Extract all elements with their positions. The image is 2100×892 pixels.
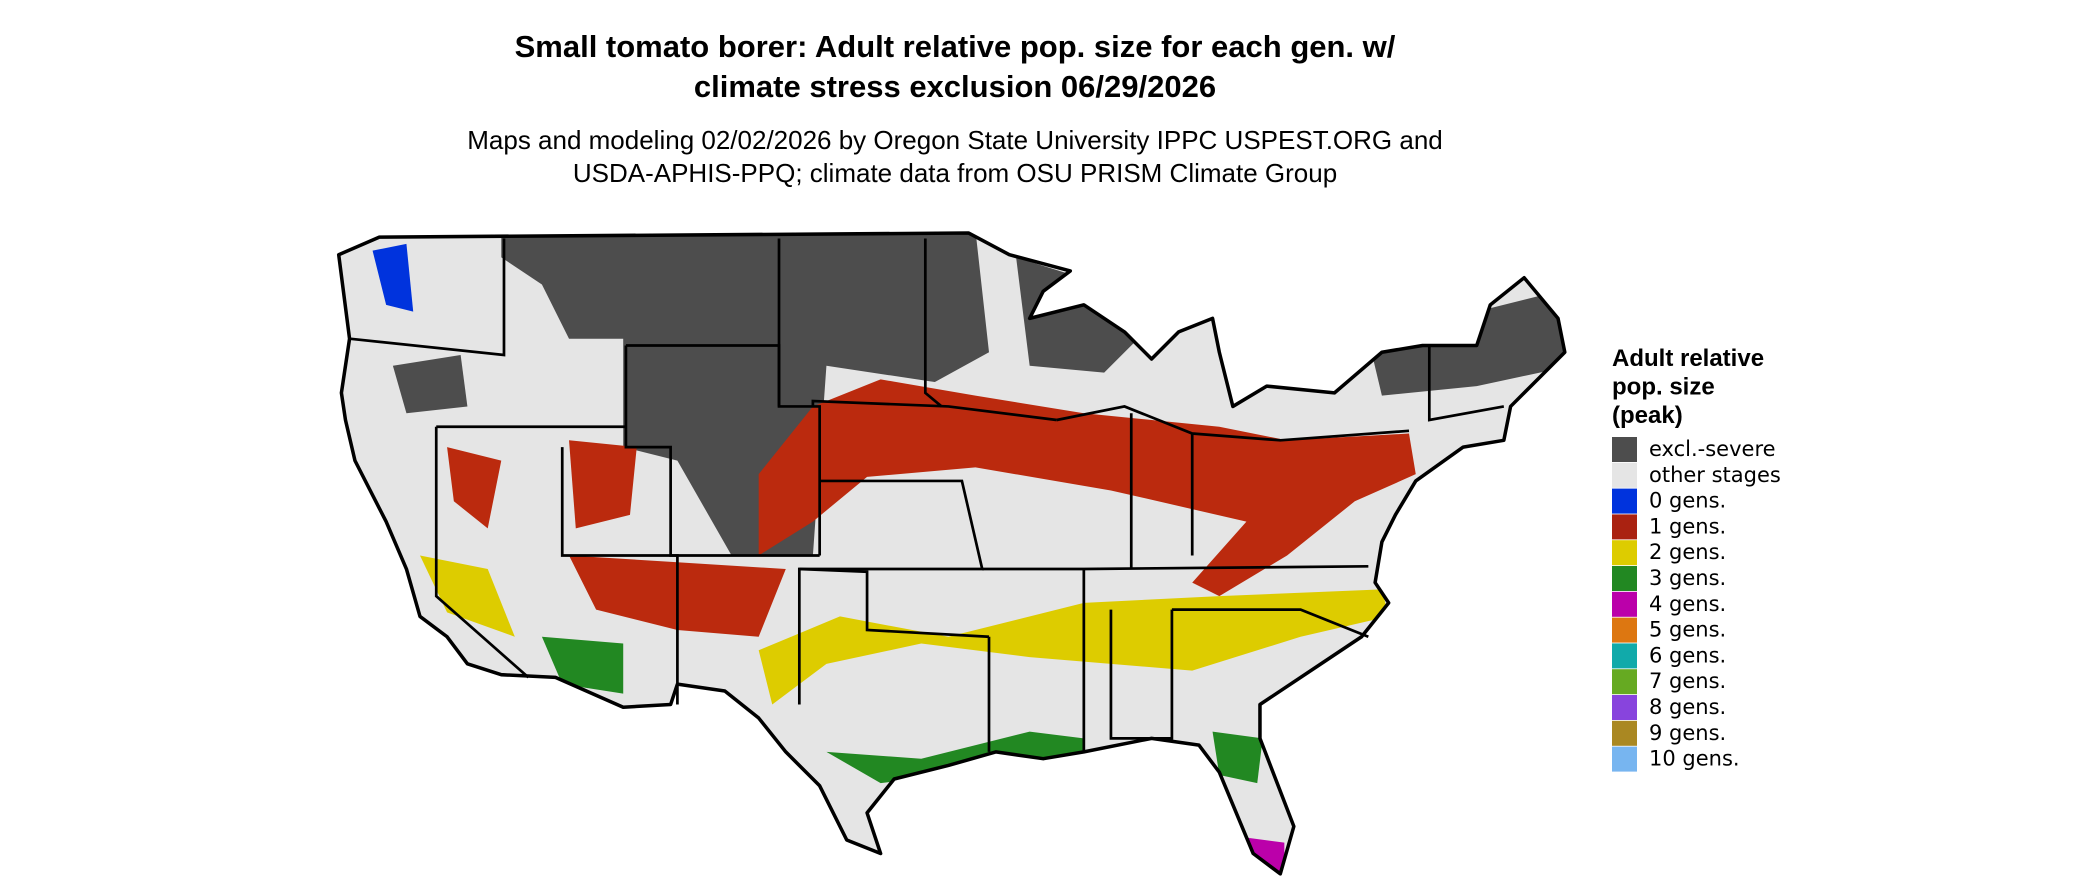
legend-label: other stages — [1649, 463, 1781, 487]
legend-swatch — [1612, 591, 1637, 617]
gen-1-area — [447, 447, 502, 529]
legend-label: excl.-severe — [1649, 437, 1776, 461]
gen-0-area — [372, 243, 414, 312]
legend-swatch — [1612, 617, 1637, 643]
state-border — [811, 399, 1057, 422]
legend-swatch — [1612, 695, 1637, 720]
gen-3-area — [1212, 731, 1263, 784]
country-outline — [336, 231, 1567, 876]
legend-swatch — [1612, 566, 1637, 591]
map — [336, 231, 1567, 876]
state-border — [1109, 609, 1174, 740]
state-border — [349, 238, 506, 357]
excluded-area — [1016, 257, 1139, 373]
legend-swatch — [1612, 488, 1637, 514]
legend-title: (peak) — [1612, 402, 1683, 429]
legend-swatch — [1612, 437, 1637, 462]
state-border — [624, 345, 820, 557]
title: Small tomato borer: Adult relative pop. … — [515, 29, 1396, 64]
state-border — [1427, 345, 1505, 422]
legend-label: 3 gens. — [1649, 566, 1726, 590]
gen-1-area — [758, 379, 1416, 597]
subtitle: Maps and modeling 02/02/2026 by Oregon S… — [467, 125, 1443, 155]
state-border — [560, 447, 679, 705]
legend-swatch — [1612, 462, 1637, 488]
legend-title: pop. size — [1612, 374, 1715, 401]
legend-swatch — [1612, 643, 1637, 669]
excluded-area — [501, 233, 990, 556]
gen-2-area — [758, 589, 1389, 705]
legend-swatch — [1612, 720, 1637, 746]
legend-swatch — [1612, 746, 1637, 772]
legend-label: 2 gens. — [1649, 540, 1726, 564]
legend-label: 10 gens. — [1649, 747, 1740, 771]
subtitle: USDA-APHIS-PPQ; climate data from OSU PR… — [573, 158, 1337, 188]
map-fill — [338, 233, 1565, 874]
state-border — [434, 426, 530, 679]
legend-label: 6 gens. — [1649, 643, 1726, 667]
legend-title: Adult relative — [1612, 345, 1764, 372]
gen-1-area — [569, 440, 637, 529]
legend-label: 1 gens. — [1649, 514, 1726, 538]
legend-swatch — [1612, 540, 1637, 566]
legend-swatch — [1612, 669, 1637, 695]
state-border — [1171, 608, 1369, 639]
titles: Small tomato borer: Adult relative pop. … — [467, 29, 1443, 188]
state-borders — [349, 238, 1505, 752]
legend-label: 0 gens. — [1649, 489, 1726, 513]
state-border — [923, 238, 943, 408]
legend-label: 7 gens. — [1649, 669, 1726, 693]
legend-label: 5 gens. — [1649, 618, 1726, 642]
state-border — [625, 344, 822, 556]
title: climate stress exclusion 06/29/2026 — [694, 69, 1216, 104]
excluded-area — [392, 354, 468, 414]
legend-swatch — [1612, 514, 1637, 540]
state-border — [799, 567, 990, 639]
legend-label: 8 gens. — [1649, 695, 1726, 719]
legend-label: 9 gens. — [1649, 721, 1726, 745]
legend-label: 4 gens. — [1649, 592, 1726, 616]
gen-2-area — [419, 555, 515, 637]
excluded-area — [1368, 291, 1565, 396]
